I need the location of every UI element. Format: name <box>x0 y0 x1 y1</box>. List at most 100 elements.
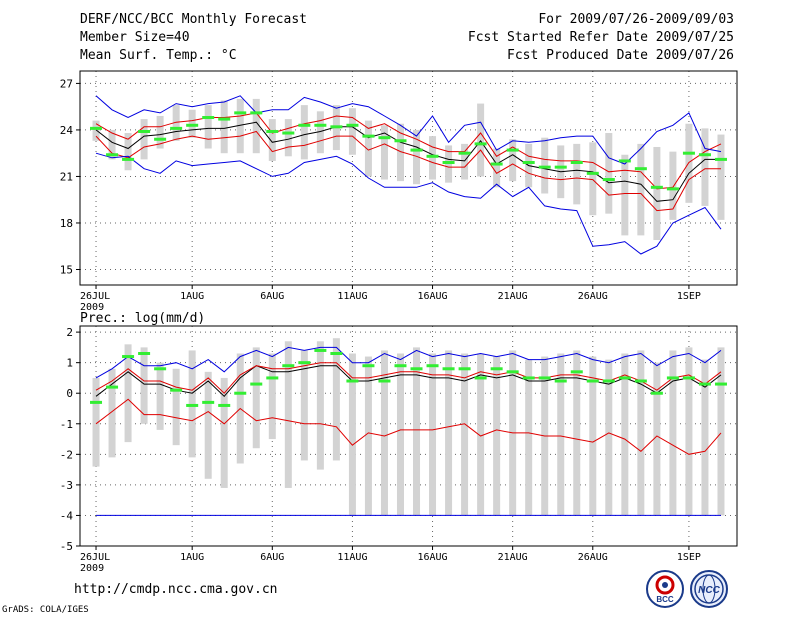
temp-panel: 15 18 21 24 27 26JUL 1AUG 6AUG 11AUG 16AUG 21AUG 26… <box>60 70 738 313</box>
prec-obs-marker <box>250 382 263 386</box>
temp-y-tick-label: 21 <box>60 170 73 183</box>
bcc-logo: BCC <box>646 570 684 608</box>
prec-obs-marker <box>538 376 551 380</box>
prec-obs-marker <box>522 376 535 380</box>
prec-ensemble-box <box>108 368 116 458</box>
prec-ensemble-box <box>316 341 324 470</box>
temp-ensemble-box <box>156 115 164 149</box>
temp-obs-marker <box>314 123 327 127</box>
prec-obs-marker <box>394 364 407 368</box>
ncc-logo: NCC <box>690 570 728 608</box>
temp-ensemble-box <box>509 139 517 182</box>
temp-obs-marker <box>650 185 663 189</box>
prec-obs-marker <box>186 403 199 407</box>
prec-ensemble-box <box>669 350 677 516</box>
prec-obs-marker <box>170 388 183 392</box>
temp-ensemble-box <box>653 146 661 241</box>
prec-obs-marker <box>618 376 631 380</box>
temp-ensemble-box <box>413 129 421 185</box>
temp-ensemble-box <box>605 133 613 214</box>
temp-x-tick-label: 11AUG <box>337 291 367 302</box>
prec-obs-marker <box>346 379 359 383</box>
prec-ensemble-box <box>717 347 725 516</box>
temp-obs-marker <box>490 162 503 166</box>
prec-obs-marker <box>650 391 663 395</box>
prec-ensemble-box <box>380 350 388 516</box>
prec-ensemble-box <box>701 359 709 516</box>
temp-obs-marker <box>106 153 119 157</box>
prec-ensemble-box <box>525 359 533 516</box>
prec-ensemble-box <box>92 377 100 467</box>
temp-obs-marker <box>202 116 215 120</box>
temp-obs-marker <box>330 125 343 129</box>
prec-obs-marker <box>698 382 711 386</box>
temp-obs-marker <box>554 165 567 169</box>
prec-obs-marker <box>314 348 327 352</box>
prec-obs-marker <box>298 361 311 365</box>
temp-obs-marker <box>186 123 199 127</box>
prec-obs-marker <box>378 379 391 383</box>
temp-obs-marker <box>298 123 311 127</box>
temp-ensemble-box <box>236 98 244 154</box>
prec-ensemble-box <box>364 356 372 516</box>
prec-obs-marker <box>282 364 295 368</box>
prec-obs-marker <box>234 391 247 395</box>
prec-obs-marker <box>490 367 503 371</box>
temp-obs-marker <box>506 148 519 152</box>
temp-outer-upper-line <box>95 95 722 165</box>
prec-obs-marker <box>442 367 455 371</box>
prec-inner-lower-line <box>95 398 722 455</box>
prec-y-tick-label: 1 <box>66 357 73 370</box>
prec-obs-marker <box>410 367 423 371</box>
temp-obs-marker <box>522 160 535 164</box>
prec-y-tick-label: -1 <box>60 418 73 431</box>
prec-obs-marker <box>458 367 471 371</box>
prec-y-tick-label: -2 <box>60 448 73 461</box>
forecast-period: For 2009/07/26-2009/09/03 <box>538 12 734 27</box>
temp-ensemble-box <box>621 154 629 236</box>
temp-obs-marker <box>618 159 631 163</box>
temp-frame <box>79 70 738 286</box>
temp-ensemble-box <box>252 98 260 154</box>
temp-x-tick-label: 21AUG <box>498 291 528 302</box>
prec-x-tick-label: 26AUG <box>578 552 608 563</box>
prec-obs-marker <box>714 382 727 386</box>
prec-ensemble-box <box>124 344 132 443</box>
prec-ensemble-box <box>493 356 501 516</box>
prec-x-tick-label: 16AUG <box>417 552 447 563</box>
prec-obs-marker <box>330 352 343 355</box>
temp-obs-marker <box>714 157 727 161</box>
prec-ensemble-box <box>573 350 581 516</box>
prec-y-tick-label: -3 <box>60 479 73 492</box>
temp-obs-marker <box>138 129 151 133</box>
prec-obs-marker <box>90 400 103 404</box>
temp-mean-line <box>95 121 721 202</box>
temp-ensemble-box <box>92 120 100 141</box>
temp-inner-upper-line <box>95 112 722 190</box>
temp-ensemble-box <box>701 128 709 206</box>
temp-x-tick-label: 6AUG <box>260 291 284 302</box>
temp-y-tick-label: 18 <box>60 217 73 230</box>
temp-ensemble-box <box>380 125 388 180</box>
temp-ensemble-box <box>124 133 132 171</box>
prec-obs-marker <box>554 379 567 383</box>
temp-ensemble-box <box>268 119 276 161</box>
website-url[interactable]: http://cmdp.ncc.cma.gov.cn <box>74 582 278 597</box>
prec-obs-marker <box>266 376 279 380</box>
member-size: Member Size=40 <box>80 30 190 45</box>
temp-ensemble-box <box>108 129 116 160</box>
temp-ensemble-box <box>188 109 196 138</box>
prec-obs-marker <box>202 400 215 404</box>
prec-x-tick-label: 6AUG <box>260 552 284 563</box>
ncc-logo-text: NCC <box>698 585 720 596</box>
prec-ensemble-box <box>445 350 453 516</box>
temp-x-tick-label: 16AUG <box>417 291 447 302</box>
prec-ensemble-box <box>621 353 629 516</box>
temp-obs-marker <box>602 178 615 182</box>
temp-obs-marker <box>90 126 103 130</box>
temp-y-tick-label: 27 <box>60 77 73 90</box>
prec-ensemble-box <box>396 353 404 516</box>
prec-x-tick-label: 11AUG <box>337 552 367 563</box>
temp-y-tick-label: 15 <box>60 263 73 276</box>
temp-obs-marker <box>378 136 391 140</box>
